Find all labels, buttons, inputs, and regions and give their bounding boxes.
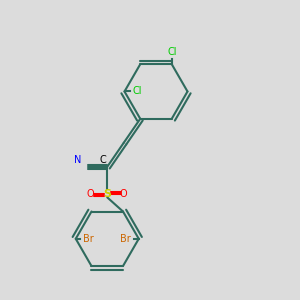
Text: O: O xyxy=(120,189,127,199)
Text: Br: Br xyxy=(83,234,94,244)
Text: O: O xyxy=(87,189,94,199)
Text: Cl: Cl xyxy=(167,47,176,57)
Text: N: N xyxy=(74,155,82,165)
Text: C: C xyxy=(99,155,106,165)
Text: Cl: Cl xyxy=(132,86,142,97)
Text: Br: Br xyxy=(121,234,131,244)
Text: S: S xyxy=(103,189,111,199)
